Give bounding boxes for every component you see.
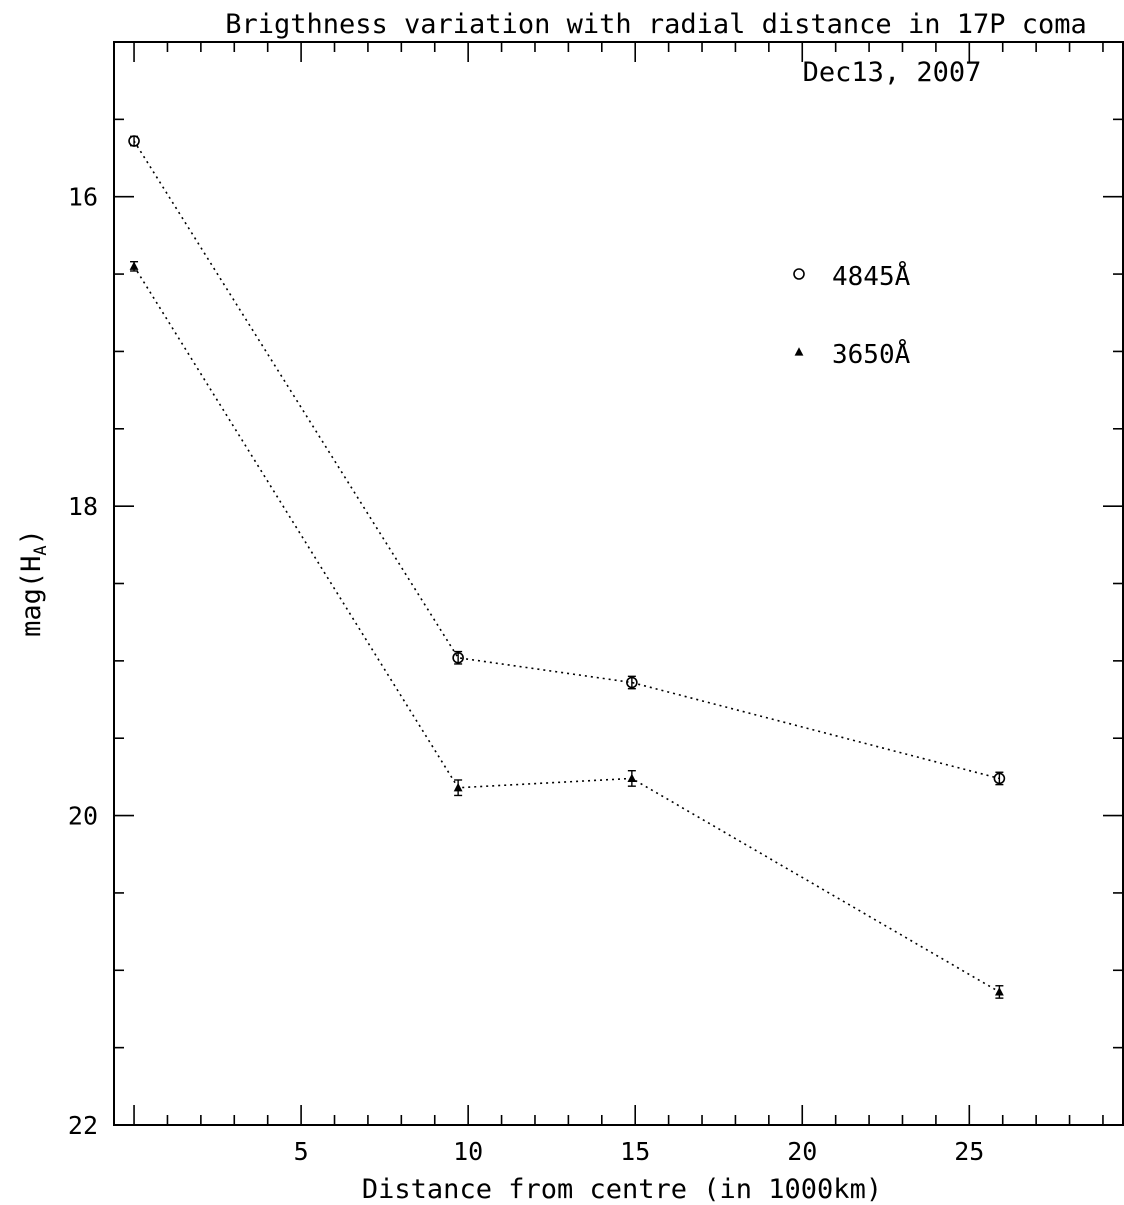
y-tick-label: 20 xyxy=(68,802,98,831)
triangle-marker xyxy=(994,987,1004,996)
y-tick-label: 18 xyxy=(68,492,98,521)
x-axis-title: Distance from centre (in 1000km) xyxy=(362,1174,882,1205)
y-axis-title: mag(HA) xyxy=(16,529,51,637)
data-point xyxy=(129,260,139,272)
triangle-marker xyxy=(627,773,637,783)
data-point xyxy=(626,675,638,690)
y-axis-title-close: ) xyxy=(16,529,47,545)
legend: 4845Å 3650Å xyxy=(793,260,911,370)
triangle-marker xyxy=(453,782,463,792)
y-tick-label: 22 xyxy=(68,1111,98,1140)
x-tick-labels: 5 10 15 20 25 xyxy=(294,1137,985,1166)
circle-marker xyxy=(993,772,1006,785)
data-point xyxy=(453,779,463,797)
circle-marker xyxy=(793,268,805,280)
chart-title: Brigthness variation with radial distanc… xyxy=(225,9,1087,40)
legend-label: 3650Å xyxy=(832,338,911,370)
axis-ticks xyxy=(114,41,1123,1126)
data-point xyxy=(452,650,464,665)
legend-label: 4845Å xyxy=(832,260,911,292)
series-line xyxy=(133,265,1000,993)
x-tick-label: 20 xyxy=(787,1137,817,1166)
y-axis-title-sub: A xyxy=(31,545,51,555)
series-lines xyxy=(133,140,1000,993)
y-tick-label: 16 xyxy=(68,183,98,212)
triangle-marker xyxy=(794,347,804,356)
triangle-marker xyxy=(129,261,139,270)
y-axis-title-main: mag(H xyxy=(16,556,47,637)
series-points xyxy=(128,135,1006,999)
data-point xyxy=(627,770,637,787)
data-point xyxy=(994,985,1004,999)
x-tick-label: 15 xyxy=(620,1137,650,1166)
series-line xyxy=(133,140,1000,780)
circle-marker xyxy=(626,676,638,689)
data-point xyxy=(128,135,140,147)
chart-subtitle: Dec13, 2007 xyxy=(803,57,982,88)
circle-marker xyxy=(128,135,140,147)
x-tick-label: 5 xyxy=(294,1137,309,1166)
y-tick-labels: 16 18 20 22 xyxy=(68,183,98,1140)
circle-marker xyxy=(452,651,464,664)
plot-frame xyxy=(113,41,1124,1126)
x-tick-label: 10 xyxy=(453,1137,483,1166)
data-point xyxy=(993,771,1006,786)
x-tick-label: 25 xyxy=(954,1137,984,1166)
